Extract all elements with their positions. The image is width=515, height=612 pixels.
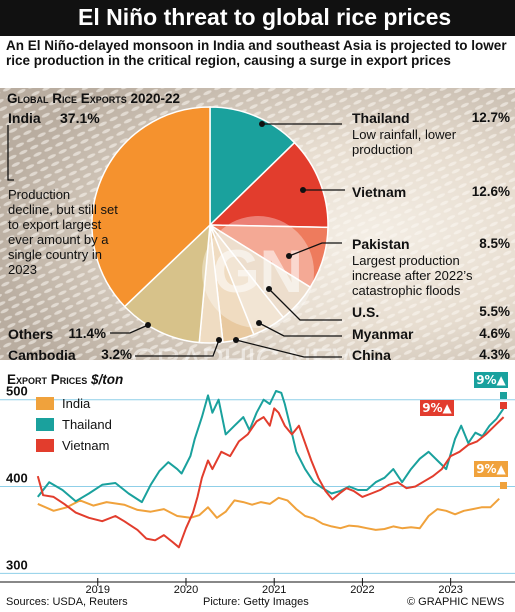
- legend-swatch-india: [36, 397, 54, 410]
- legend-item-india: India: [36, 393, 112, 414]
- thailand-note: Low rainfall, lower production: [352, 127, 457, 157]
- change-badge-label: 9%▲: [476, 373, 506, 387]
- watermark: GN GRAPHIC NEWS: [131, 216, 386, 380]
- pie-slice-india: [91, 106, 211, 308]
- line-legend: India Thailand Vietnam: [36, 393, 112, 456]
- series-line-india: [37, 496, 500, 531]
- x-tick-label: 2020: [174, 584, 198, 595]
- pie-value-india: 37.1%: [60, 110, 100, 126]
- change-badge-label: 9%▲: [476, 462, 506, 476]
- pakistan-note: Largest production increase after 2022’s…: [352, 253, 473, 298]
- pie-value-thailand: 12.7%: [471, 110, 510, 125]
- pie-label-vietnam: Vietnam: [352, 184, 407, 200]
- y-tick-label: 300: [6, 557, 28, 572]
- page-title: El Niño threat to global rice prices: [78, 4, 452, 30]
- footer-picture: Picture: Getty Images: [203, 596, 309, 608]
- pie-value-myanmar: 4.6%: [479, 326, 510, 341]
- change-badge: [474, 372, 508, 388]
- legend-label-india: India: [62, 396, 91, 411]
- india-note: Production decline, but still set to exp…: [8, 187, 118, 277]
- x-tick-label: 2019: [86, 584, 110, 595]
- legend-label-vietnam: Vietnam: [62, 438, 110, 453]
- pie-label-india: India: [8, 110, 41, 126]
- svg-text:GRAPHIC NEWS: GRAPHIC NEWS: [131, 342, 386, 380]
- series-line-thailand: [37, 390, 505, 504]
- line-chart: 300 400 500 2019 2020 2021 2022 2023 9%▲ 9%▲ 9%▲: [0, 372, 515, 595]
- pie-slice-thailand: [209, 106, 296, 227]
- pie-slice-vietnam: [208, 141, 329, 229]
- change-badge-label: 9%▲: [422, 401, 452, 415]
- series-end-marker: [500, 482, 507, 489]
- pie-value-china: 4.3%: [479, 347, 510, 362]
- series-end-marker: [500, 402, 507, 409]
- pie-label-others: Others: [8, 326, 54, 342]
- pie-value-us: 5.5%: [479, 304, 510, 319]
- line-section-title: Export Prices $/ton: [7, 372, 123, 387]
- y-tick-label: 400: [6, 471, 28, 486]
- footer-sources: Sources: USDA, Reuters: [6, 596, 128, 608]
- line-unit-text: $/ton: [91, 372, 124, 387]
- svg-text:GN: GN: [213, 238, 303, 305]
- pie-label-china: China: [352, 347, 391, 363]
- x-tick-label: 2022: [350, 584, 374, 595]
- footer-copyright: © GRAPHIC NEWS: [407, 596, 505, 608]
- legend-item-vietnam: Vietnam: [36, 435, 112, 456]
- pie-value-cambodia: 3.2%: [101, 347, 132, 362]
- pie-label-thailand: Thailand: [352, 110, 410, 126]
- legend-item-thailand: Thailand: [36, 414, 112, 435]
- pie-value-others: 11.4%: [68, 326, 106, 341]
- pie-slice-others: [123, 223, 211, 344]
- x-tick-label: 2021: [262, 584, 286, 595]
- pie-label-us: U.S.: [352, 304, 380, 320]
- x-tick-label: 2023: [438, 584, 462, 595]
- header-bar: El Niño threat to global rice prices: [0, 0, 515, 36]
- legend-label-thailand: Thailand: [62, 417, 112, 432]
- pie-chart: GN GRAPHIC NEWS: [7, 106, 386, 380]
- pie-label-myanmar: Myanmar: [352, 326, 414, 342]
- series-line-vietnam: [36, 407, 505, 549]
- pie-value-pakistan: 8.5%: [479, 236, 510, 251]
- pie-label-pakistan: Pakistan: [352, 236, 410, 252]
- line-title-text: Export Prices: [7, 372, 88, 387]
- change-badge: [474, 461, 508, 477]
- pie-section-title: Global Rice Exports 2020-22: [7, 91, 181, 106]
- pie-value-vietnam: 12.6%: [471, 184, 510, 199]
- legend-swatch-thailand: [36, 418, 54, 431]
- legend-swatch-vietnam: [36, 439, 54, 452]
- y-tick-label: 500: [6, 384, 28, 399]
- series-end-marker: [500, 392, 507, 399]
- change-badge: [420, 400, 454, 416]
- subtitle: An El Niño-delayed monsoon in India and …: [6, 38, 507, 68]
- pie-label-cambodia: Cambodia: [8, 347, 76, 363]
